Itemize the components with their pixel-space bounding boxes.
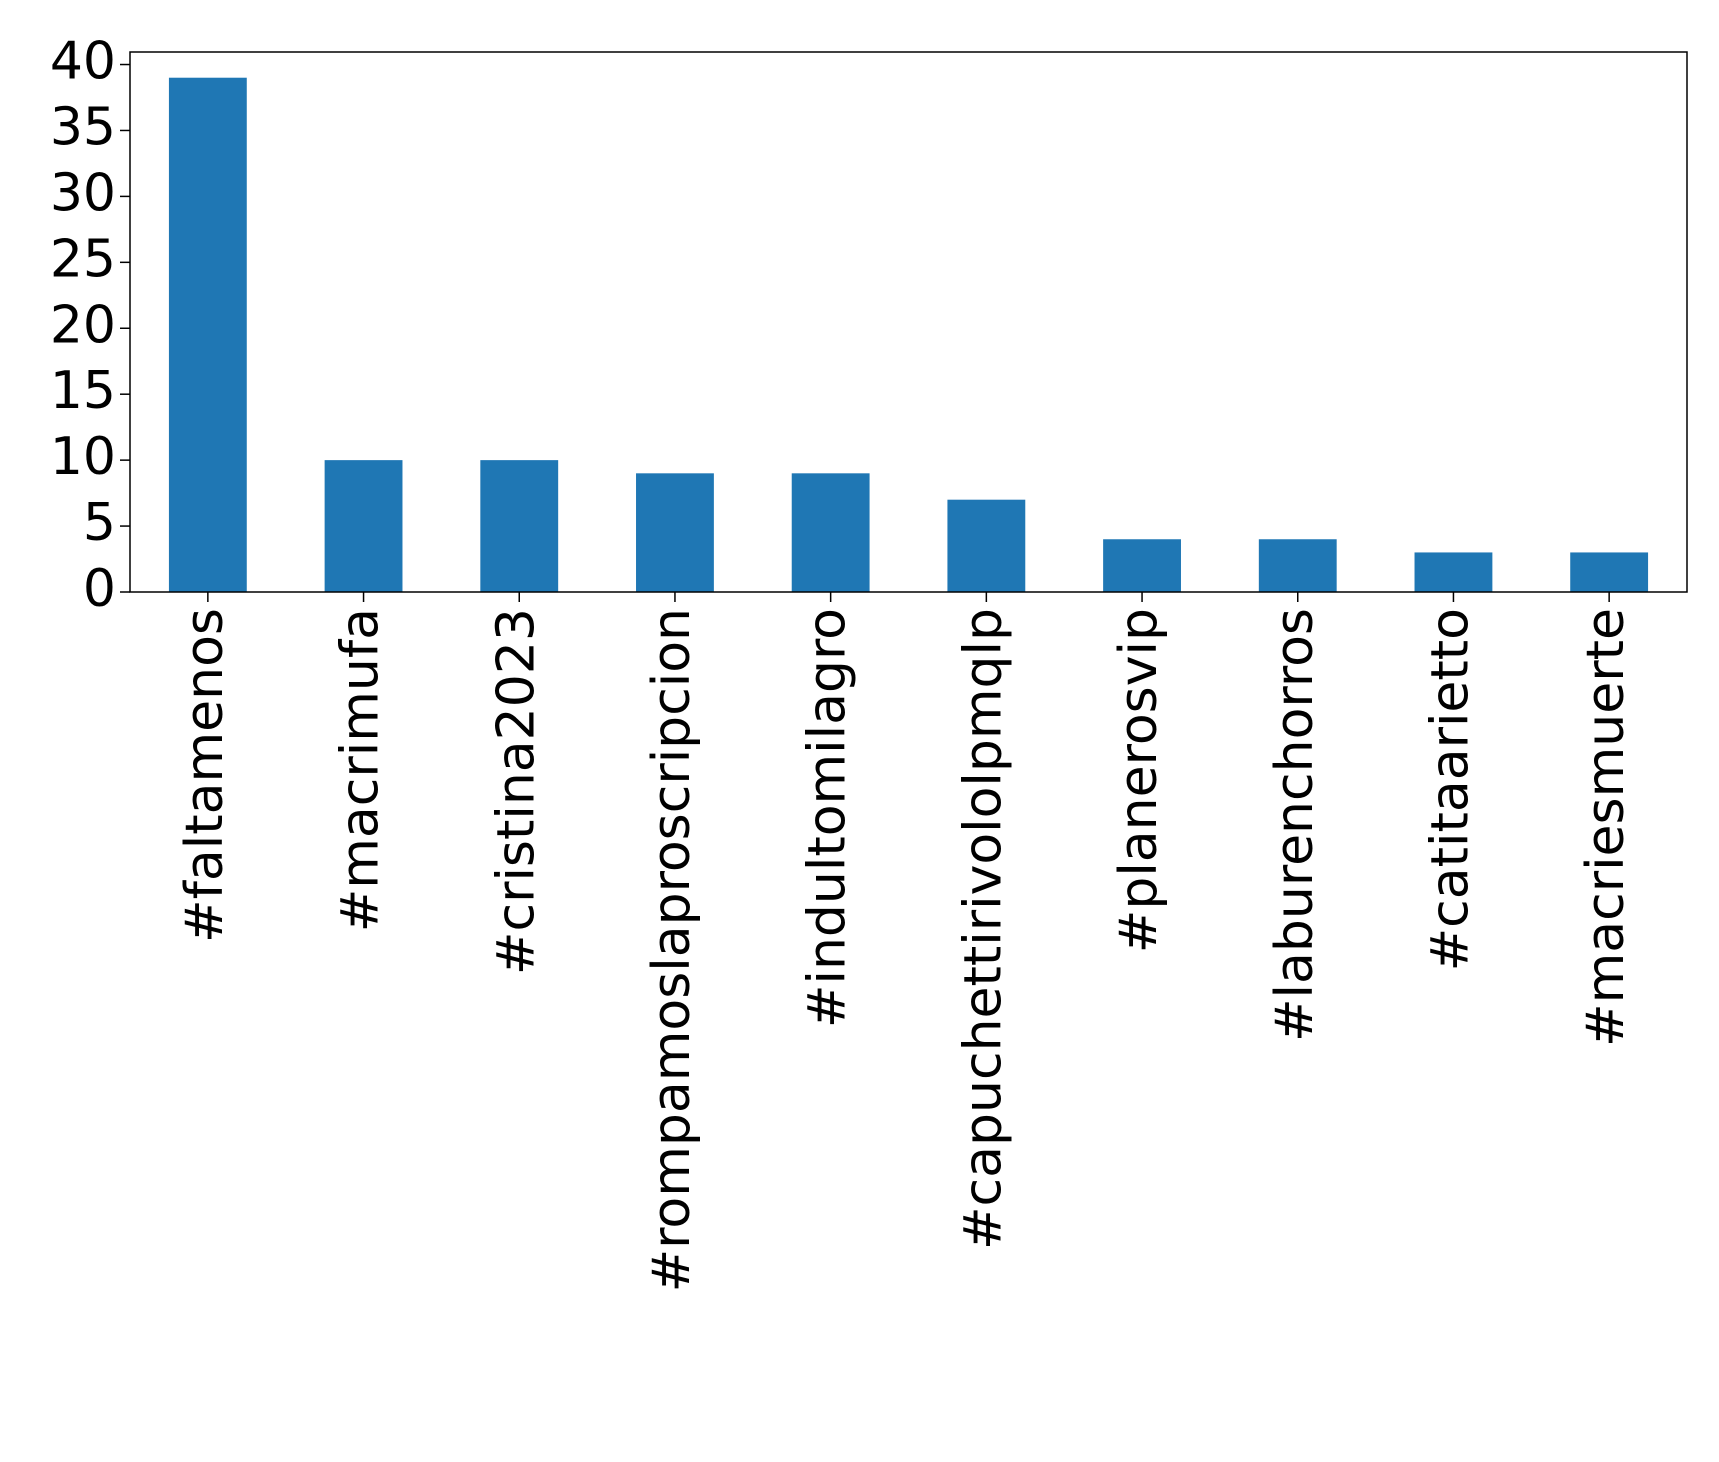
x-tick-label: #rompamoslaproscripcion — [642, 608, 702, 1292]
x-tick-label: #macrimufa — [331, 608, 391, 932]
bar — [1103, 539, 1181, 592]
y-tick-label: 25 — [50, 229, 116, 289]
bar — [791, 473, 870, 592]
x-tick-label: #macriesmuerte — [1576, 608, 1636, 1047]
x-tick-label: #laburenchorros — [1265, 608, 1325, 1042]
x-tick-label: #faltamenos — [175, 608, 235, 943]
y-tick-label: 5 — [83, 493, 116, 553]
bar — [480, 460, 559, 592]
x-tick-label: #cristina2023 — [486, 608, 546, 975]
bar — [636, 473, 714, 592]
bar — [1258, 539, 1337, 592]
bar — [1570, 552, 1649, 592]
x-tick-label: #indultomilagro — [798, 608, 858, 1028]
plot-frame — [129, 51, 1688, 593]
bar — [324, 460, 403, 592]
x-tick-label: #capuchettirivololpmqlp — [953, 608, 1013, 1250]
bar — [168, 77, 247, 592]
y-tick-label: 30 — [50, 163, 116, 223]
y-tick-label: 20 — [50, 295, 116, 355]
bar — [1414, 552, 1493, 592]
x-tick-label: #catitaarietto — [1420, 608, 1480, 971]
bar — [947, 499, 1026, 592]
y-tick-label: 35 — [50, 97, 116, 157]
x-tick-label: #planerosvip — [1109, 608, 1169, 953]
y-tick-label: 10 — [50, 427, 116, 487]
y-tick-label: 40 — [50, 32, 116, 92]
y-tick-label: 15 — [50, 361, 116, 421]
y-tick-label: 0 — [83, 559, 116, 619]
